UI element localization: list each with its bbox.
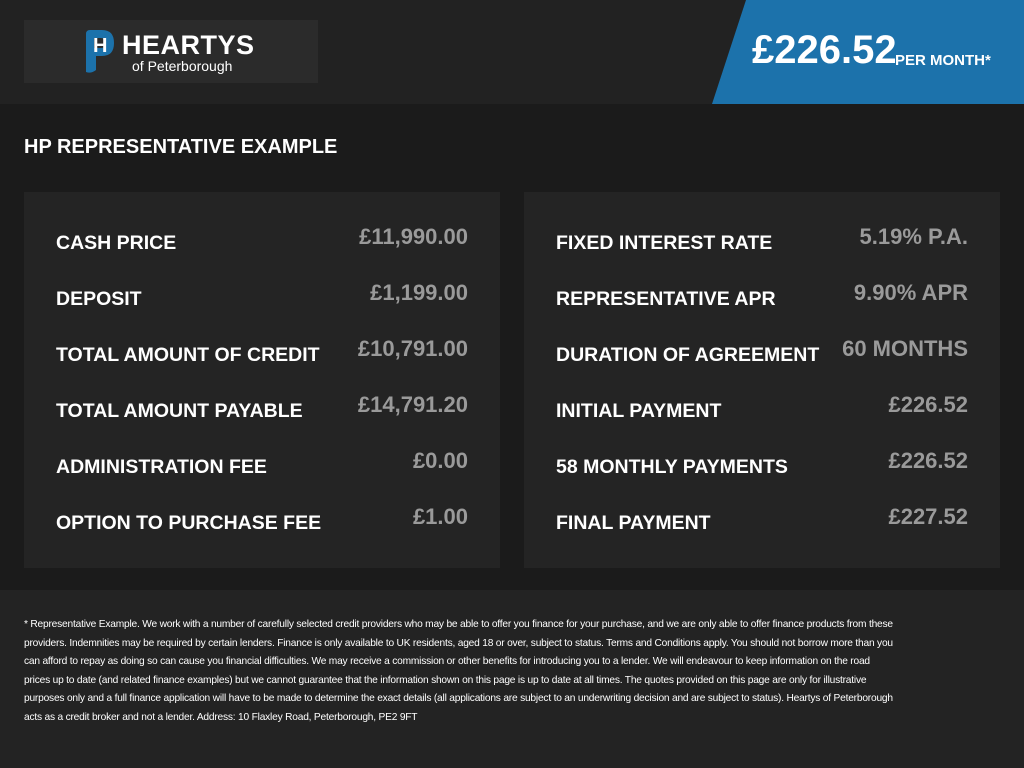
finance-panel: CASH PRICE £11,990.00 DEPOSIT £1,199.00 TOTA… xyxy=(24,192,500,568)
finance-row: CASH PRICE £11,990.00 xyxy=(56,224,468,258)
row-value: £227.52 xyxy=(888,504,968,529)
finance-row: OPTION TO PURCHASE FEE £1.00 xyxy=(56,504,468,538)
row-value: 60 MONTHS xyxy=(842,336,968,361)
finance-row: REPRESENTATIVE APR 9.90% APR xyxy=(556,280,968,314)
row-label: OPTION TO PURCHASE FEE xyxy=(56,512,322,534)
row-label: DURATION OF AGREEMENT xyxy=(556,344,820,366)
row-label: INITIAL PAYMENT xyxy=(556,400,722,422)
row-label: 58 MONTHLY PAYMENTS xyxy=(556,456,788,478)
row-label: FINAL PAYMENT xyxy=(556,512,711,534)
disclaimer: * Representative Example. We work with a… xyxy=(24,619,893,723)
row-value: 9.90% APR xyxy=(853,280,968,305)
logo-name: HEARTYS xyxy=(122,30,255,60)
row-value: £14,791.20 xyxy=(357,392,468,417)
logo[interactable]: H HEARTYS of Peterborough xyxy=(24,20,318,83)
header: H HEARTYS of Peterborough £226.52 PER MO… xyxy=(0,0,1024,104)
finance-row: INITIAL PAYMENT £226.52 xyxy=(556,392,968,426)
finance-row: ADMINISTRATION FEE £0.00 xyxy=(56,448,468,482)
price-box: £226.52 PER MONTH* xyxy=(712,0,1024,104)
row-value: £10,791.00 xyxy=(357,336,468,361)
monthly-price: £226.52 xyxy=(752,28,897,72)
section-title: HP REPRESENTATIVE EXAMPLE xyxy=(24,136,338,158)
row-label: FIXED INTEREST RATE xyxy=(556,232,773,254)
svg-text:H: H xyxy=(93,35,107,57)
row-value: £1.00 xyxy=(412,504,468,529)
row-label: ADMINISTRATION FEE xyxy=(56,456,267,478)
finance-row: TOTAL AMOUNT PAYABLE £14,791.20 xyxy=(56,392,468,426)
row-value: £226.52 xyxy=(888,392,968,417)
finance-row: TOTAL AMOUNT OF CREDIT £10,791.00 xyxy=(56,336,468,370)
row-label: REPRESENTATIVE APR xyxy=(556,288,776,310)
finance-panel: FIXED INTEREST RATE 5.19% P.A. REPRESENTAT… xyxy=(524,192,1000,568)
row-value: £0.00 xyxy=(412,448,468,473)
finance-row: DURATION OF AGREEMENT 60 MONTHS xyxy=(556,336,968,370)
row-value: 5.19% P.A. xyxy=(859,224,968,249)
finance-row: 58 MONTHLY PAYMENTS £226.52 xyxy=(556,448,968,482)
row-value: £1,199.00 xyxy=(370,280,468,305)
row-value: £226.52 xyxy=(888,448,968,473)
row-label: TOTAL AMOUNT OF CREDIT xyxy=(56,344,320,366)
row-value: £11,990.00 xyxy=(359,224,468,249)
row-label: CASH PRICE xyxy=(56,232,177,254)
footer: * Representative Example. We work with a… xyxy=(0,590,1024,768)
logo-icon: H xyxy=(86,30,114,73)
price-note: PER MONTH* xyxy=(895,52,991,69)
logo-location: of Peterborough xyxy=(132,58,233,74)
finance-row: FIXED INTEREST RATE 5.19% P.A. xyxy=(556,224,968,258)
row-label: DEPOSIT xyxy=(56,288,142,310)
finance-row: DEPOSIT £1,199.00 xyxy=(56,280,468,314)
finance-row: FINAL PAYMENT £227.52 xyxy=(556,504,968,538)
row-label: TOTAL AMOUNT PAYABLE xyxy=(56,400,303,422)
